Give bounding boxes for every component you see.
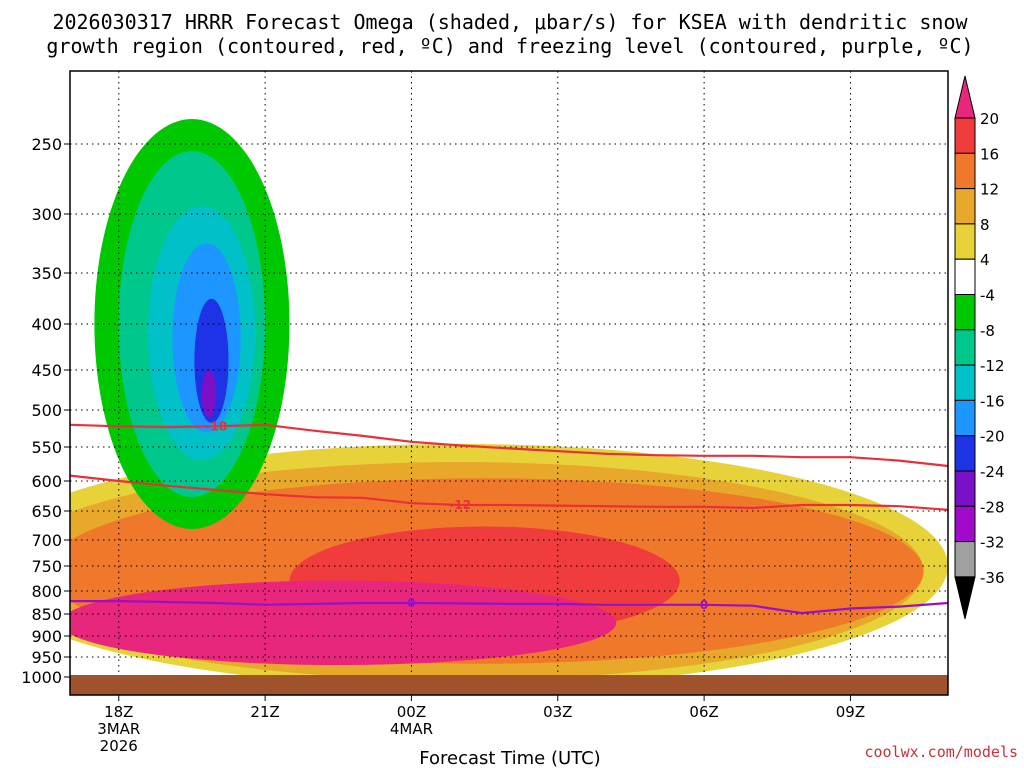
y-tick-label-950: 950 <box>31 648 62 667</box>
colorbar-label-2: 12 <box>980 181 999 199</box>
x-tick-label-4-0: 06Z <box>689 703 718 721</box>
chart-title-line1: 2026030317 HRRR Forecast Omega (shaded, … <box>52 10 968 34</box>
x-tick-label-3-0: 03Z <box>543 703 572 721</box>
grid-lines <box>70 71 948 695</box>
colorbar-label-9: -20 <box>980 428 1005 446</box>
dgz-contour-0-label: -18 <box>205 419 227 433</box>
colorbar-segment-3 <box>954 223 976 260</box>
y-tick-label-650: 650 <box>31 502 62 521</box>
y-tick-label-900: 900 <box>31 627 62 646</box>
y-tick-label-750: 750 <box>31 557 62 576</box>
colorbar-segment-0 <box>954 117 976 154</box>
y-tick-label-300: 300 <box>31 205 62 224</box>
credit-text: coolwx.com/models <box>864 743 1018 761</box>
y-tick-label-1000: 1000 <box>21 668 62 687</box>
colorbar-label-5: -4 <box>980 287 995 305</box>
x-axis-label: Forecast Time (UTC) <box>419 748 600 768</box>
colorbar-segment-5 <box>954 294 976 331</box>
y-tick-label-600: 600 <box>31 472 62 491</box>
plot-area: -18 -12 0 0 <box>69 70 949 696</box>
colorbar-segment-2 <box>954 188 976 225</box>
colorbar-segment-7 <box>954 364 976 401</box>
y-tick-label-550: 550 <box>31 438 62 457</box>
dgz-contour-0 <box>69 423 949 468</box>
colorbar-label-3: 8 <box>980 216 990 234</box>
surface-terrain-band <box>70 675 948 695</box>
y-tick-label-250: 250 <box>31 135 62 154</box>
y-tick-label-400: 400 <box>31 315 62 334</box>
colorbar-segment-9 <box>954 435 976 472</box>
colorbar-label-11: -28 <box>980 498 1005 516</box>
colorbar-segment-6 <box>954 329 976 366</box>
colorbar-bottom-arrow <box>954 576 976 620</box>
freezing-level-contour-0-label: 0 <box>407 596 415 610</box>
x-tick-label-5-0: 09Z <box>836 703 865 721</box>
colorbar-label-10: -24 <box>980 463 1005 481</box>
x-tick-label-1-0: 21Z <box>250 703 279 721</box>
y-tick-label-800: 800 <box>31 582 62 601</box>
colorbar-segment-8 <box>954 399 976 437</box>
y-tick-label-350: 350 <box>31 264 62 283</box>
colorbar: 20 16 12 8 4 -4 -8 -12 -16 -20 -24 -28 -32 -36 <box>954 75 1005 620</box>
omega-region-neg28 <box>201 370 217 418</box>
colorbar-label-7: -12 <box>980 357 1005 375</box>
y-axis-ticks: 250 300 350 400 450 500 550 600 650 700 750 800 850 9… <box>21 135 70 687</box>
colorbar-segment-12 <box>954 541 976 578</box>
colorbar-label-4: 4 <box>980 251 990 269</box>
omega-region-20 <box>70 580 617 666</box>
colorbar-label-1: 16 <box>980 145 999 163</box>
colorbar-label-13: -36 <box>980 569 1005 587</box>
x-tick-label-2-1: 4MAR <box>390 720 433 738</box>
colorbar-label-8: -16 <box>980 392 1005 410</box>
colorbar-segment-4 <box>954 258 976 296</box>
freezing-level-contour-0 <box>70 600 949 615</box>
freezing-level-contour-1-label: 0 <box>700 598 708 612</box>
chart-title-line2: growth region (contoured, red, ºC) and f… <box>46 34 973 58</box>
y-tick-label-450: 450 <box>31 361 62 380</box>
contour-lines: -18 -12 0 0 <box>69 419 949 615</box>
y-tick-label-500: 500 <box>31 401 62 420</box>
x-tick-label-2-0: 00Z <box>397 703 426 721</box>
x-tick-label-0-0: 18Z <box>104 703 133 721</box>
colorbar-segment-11 <box>954 505 976 543</box>
y-tick-label-700: 700 <box>31 531 62 550</box>
colorbar-label-6: -8 <box>980 322 995 340</box>
x-tick-label-0-1: 3MAR <box>97 720 140 738</box>
colorbar-segment-10 <box>954 470 976 507</box>
colorbar-segment-1 <box>954 152 976 190</box>
y-tick-label-850: 850 <box>31 605 62 624</box>
x-tick-label-0-2: 2026 <box>100 737 138 755</box>
colorbar-label-12: -32 <box>980 534 1005 552</box>
dgz-contour-1-label: -12 <box>449 498 471 512</box>
colorbar-top-arrow <box>954 75 976 119</box>
plot-frame <box>69 70 949 696</box>
dgz-contour-1 <box>69 474 949 511</box>
colorbar-label-0: 20 <box>980 110 999 128</box>
